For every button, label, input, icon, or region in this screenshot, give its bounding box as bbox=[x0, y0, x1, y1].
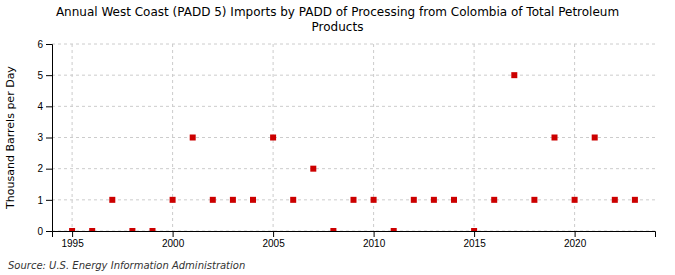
grid-line-x bbox=[474, 44, 475, 231]
y-tick-label: 4 bbox=[37, 101, 43, 112]
x-tick-mark bbox=[374, 231, 375, 237]
point bbox=[150, 228, 156, 231]
x-tick-mark bbox=[72, 231, 73, 237]
point bbox=[612, 197, 618, 203]
y-tick: 1 bbox=[37, 195, 52, 206]
y-tick: 4 bbox=[37, 101, 52, 112]
y-axis: 0 1 2 3 4 5 6 bbox=[37, 39, 52, 237]
point bbox=[250, 197, 256, 203]
point bbox=[310, 166, 316, 172]
x-tick-label: 2020 bbox=[564, 238, 587, 249]
title-line: Products bbox=[312, 20, 364, 34]
point bbox=[170, 197, 176, 203]
y-tick-mark bbox=[46, 44, 52, 45]
chart: Annual West Coast (PADD 5) Imports by PA… bbox=[0, 0, 675, 275]
point bbox=[511, 72, 517, 78]
y-tick: 6 bbox=[37, 39, 52, 50]
plot: 1995 2000 2005 2010 2015 2020 0 1 2 3 4 5 6 bbox=[37, 39, 655, 249]
y-tick: 0 bbox=[37, 226, 52, 237]
title: Annual West Coast (PADD 5) Imports by PA… bbox=[56, 5, 619, 34]
x-tick: 1995 bbox=[61, 231, 84, 249]
point bbox=[69, 228, 75, 231]
point bbox=[330, 228, 336, 231]
x-tick-mark bbox=[273, 231, 274, 237]
x-tick-label: 1995 bbox=[61, 238, 84, 249]
source-note: Source: U.S. Energy Information Administ… bbox=[8, 260, 245, 271]
grid bbox=[52, 44, 655, 231]
grid-line-y bbox=[52, 75, 655, 76]
point bbox=[109, 197, 115, 203]
x-tick: 2020 bbox=[564, 231, 587, 249]
point bbox=[431, 197, 437, 203]
point bbox=[451, 197, 457, 203]
point bbox=[230, 197, 236, 203]
y-axis-line bbox=[46, 45, 53, 232]
point bbox=[491, 197, 497, 203]
x-tick-mark bbox=[575, 231, 576, 237]
y-tick-label: 5 bbox=[37, 70, 43, 81]
title-line: Annual West Coast (PADD 5) Imports by PA… bbox=[56, 5, 619, 19]
point bbox=[391, 228, 397, 231]
y-tick-mark bbox=[46, 106, 52, 107]
point bbox=[190, 135, 196, 141]
point bbox=[572, 197, 578, 203]
x-tick-label: 2005 bbox=[262, 238, 285, 249]
y-tick-mark bbox=[46, 169, 52, 170]
x-tick-mark bbox=[474, 231, 475, 237]
grid-line-x bbox=[373, 44, 374, 231]
y-tick-mark bbox=[46, 75, 52, 76]
y-tick-label: 2 bbox=[37, 163, 43, 174]
x-axis-line bbox=[53, 232, 656, 238]
grid-line-y bbox=[52, 44, 655, 45]
y-tick-label: 1 bbox=[37, 195, 43, 206]
point bbox=[552, 135, 558, 141]
point bbox=[89, 228, 95, 231]
point bbox=[290, 197, 296, 203]
x-tick: 2000 bbox=[162, 231, 185, 249]
y-tick: 5 bbox=[37, 70, 52, 81]
grid-line-x bbox=[574, 44, 575, 231]
x-tick-label: 2000 bbox=[162, 238, 185, 249]
y-axis-label: Thousand Barrels per Day bbox=[4, 66, 17, 210]
grid-line-y bbox=[52, 168, 655, 169]
point bbox=[270, 135, 276, 141]
y-tick-label: 6 bbox=[37, 39, 43, 50]
x-tick: 2015 bbox=[463, 231, 486, 249]
grid-line-y bbox=[52, 137, 655, 138]
point bbox=[531, 197, 537, 203]
x-axis: 1995 2000 2005 2010 2015 2020 bbox=[53, 231, 656, 249]
point bbox=[371, 197, 377, 203]
point bbox=[592, 135, 598, 141]
point bbox=[351, 197, 357, 203]
x-tick-mark bbox=[173, 231, 174, 237]
points bbox=[69, 72, 638, 231]
y-tick-mark bbox=[46, 200, 52, 201]
y-tick-label: 0 bbox=[37, 226, 43, 237]
x-tick: 2010 bbox=[363, 231, 386, 249]
point bbox=[411, 197, 417, 203]
grid-line-x bbox=[172, 44, 173, 231]
point bbox=[632, 197, 638, 203]
y-tick-mark bbox=[46, 231, 52, 232]
grid-line-y bbox=[52, 106, 655, 107]
x-tick-label: 2010 bbox=[363, 238, 386, 249]
x-tick-label: 2015 bbox=[463, 238, 486, 249]
y-tick: 2 bbox=[37, 163, 52, 174]
x-tick: 2005 bbox=[262, 231, 285, 249]
y-tick-mark bbox=[46, 138, 52, 139]
point bbox=[129, 228, 135, 231]
y-tick-label: 3 bbox=[37, 132, 43, 143]
y-tick: 3 bbox=[37, 132, 52, 143]
point bbox=[471, 228, 477, 231]
point bbox=[210, 197, 216, 203]
grid-line-x bbox=[72, 44, 73, 231]
